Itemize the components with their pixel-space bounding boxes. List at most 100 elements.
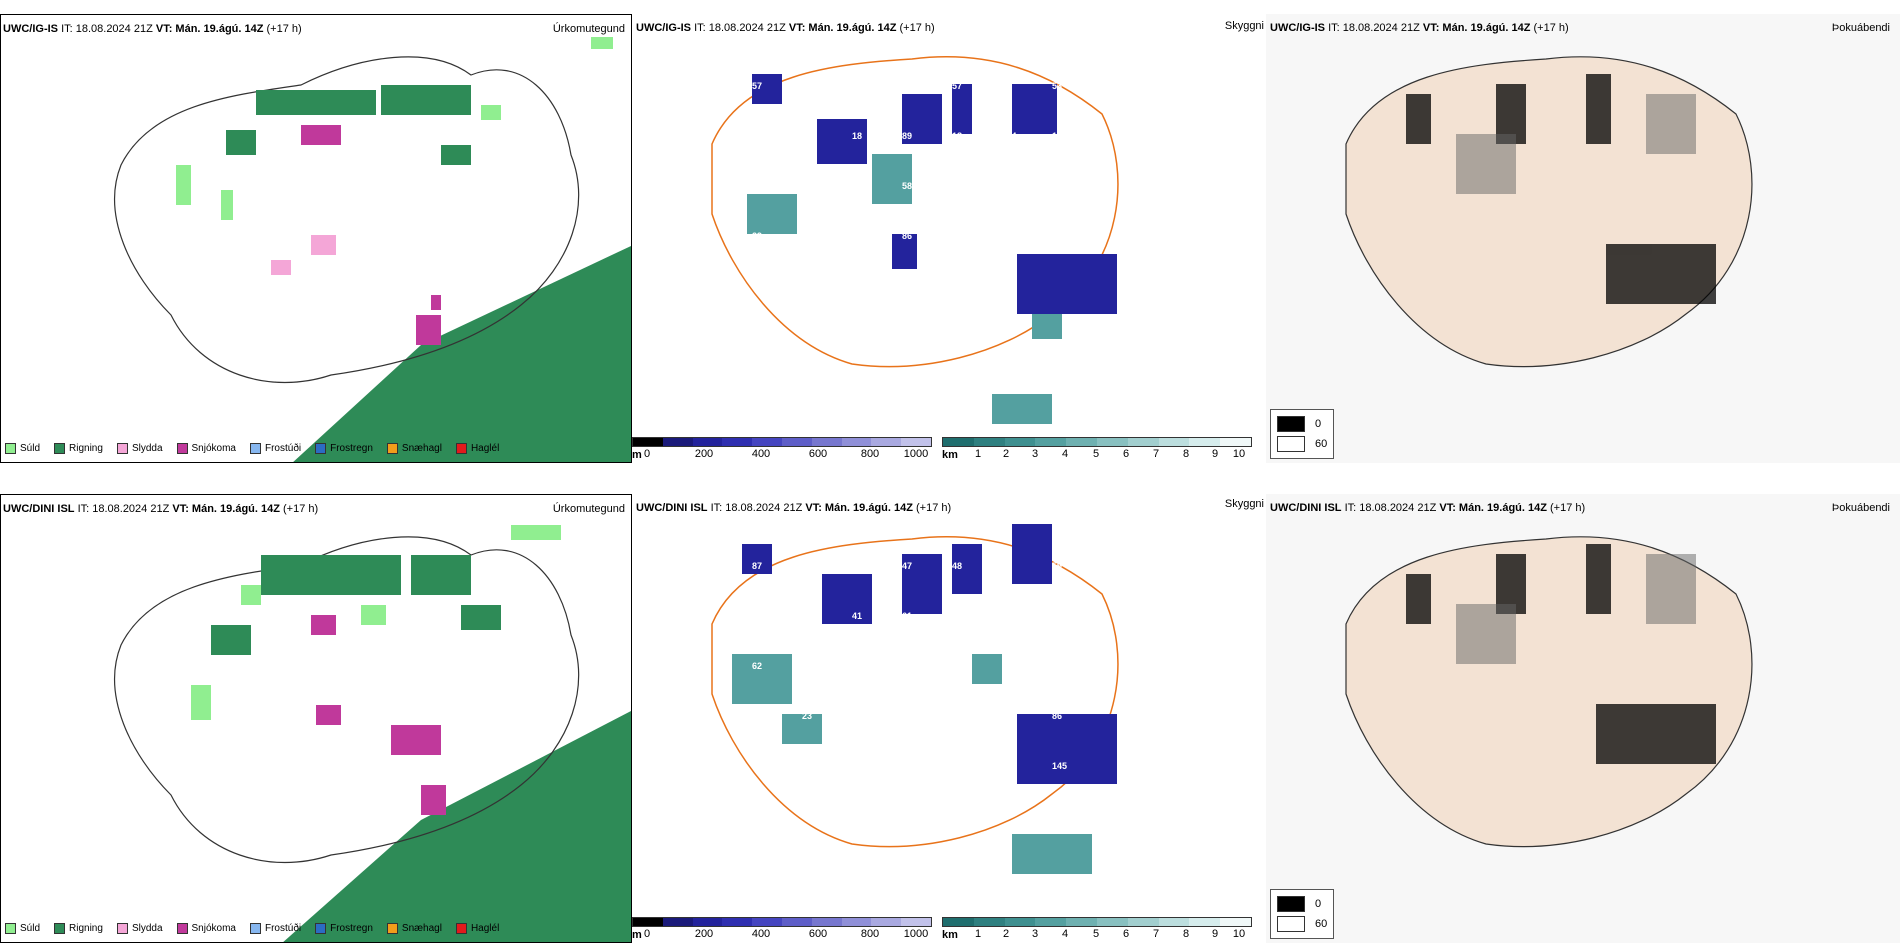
cloud-base-label: 152 [1052,131,1067,141]
fog-map-row1 [1266,14,1900,463]
cloud-base-colorbar: 0 200 400 600 800 1000 [632,437,932,461]
cloud-base-label: 109 [752,611,767,621]
cloud-base-label: 64 [1002,561,1012,571]
visibility-colorbar: 1 2 3 4 5 6 7 8 9 10 [942,437,1252,461]
cloud-base-label: 47 [902,711,912,721]
cloud-base-label: 62 [802,181,812,191]
precip-legend: Súld Rigning Slydda Snjókoma Frostúði Fr… [5,923,499,934]
cloud-base-label: 58 [902,181,912,191]
cloud-base-label: 101 [1002,661,1017,671]
cloud-base-label: 86 [902,231,912,241]
cloud-base-label: 97 [1052,231,1062,241]
panel-header: UWC/IG-IS IT: 18.08.2024 21Z VT: Mán. 19… [636,22,935,34]
cloud-base-label: 60 [802,81,812,91]
panel-header: UWC/IG-IS IT: 18.08.2024 21Z VT: Mán. 19… [3,23,302,35]
cloud-base-label: 76 [1052,181,1062,191]
cloud-panel-row2: 87 98 38 47 48 64 59 109 51 41 61 48 67 65 62 54 17 123 15… [632,494,1266,943]
cloud-base-label: 61 [902,611,912,621]
cloud-base-label: 67 [802,131,812,141]
cloud-base-label: 51 [802,611,812,621]
cloud-base-label: 47 [902,561,912,571]
cloud-base-label: 94 [1002,761,1012,771]
precip-map-row1 [114,37,631,462]
cloud-base-label: 75 [752,181,762,191]
fog-legend: 0 60 [1270,889,1335,939]
cloud-map-row1: 57 60 57 56 57 59 53 59 67 18 89 18 114 152 75 62 203 58 5… [711,56,1119,424]
fog-panel-row2: UWC/DINI ISL IT: 18.08.2024 21Z VT: Mán.… [1266,494,1900,943]
panel-title: Skyggni [1224,20,1264,32]
precip-legend: Súld Rigning Slydda Snjókoma Frostúði Fr… [5,443,499,454]
cloud-base-label: 41 [852,611,862,621]
cloud-base-label: 57 [752,81,762,91]
precip-panel-row2: UWC/DINI ISL IT: 18.08.2024 21Z VT: Mán.… [0,494,632,943]
cloud-map-row2: 87 98 38 47 48 64 59 109 51 41 61 48 67 65 62 54 17 123 15… [711,524,1119,874]
cloud-base-label: 181 [902,761,917,771]
cloud-panel-row1: 57 60 57 56 57 59 53 59 67 18 89 18 114 152 75 62 203 58 5… [632,14,1266,463]
cloud-base-label: 203 [852,181,867,191]
cloud-base-label: 154 [952,661,967,671]
panel-header: UWC/DINI ISL IT: 18.08.2024 21Z VT: Mán.… [1270,502,1586,514]
cloud-base-label: 59 [752,131,762,141]
panel-header: UWC/DINI ISL IT: 18.08.2024 21Z VT: Mán.… [3,503,319,515]
visibility-colorbar: 1 2 3 4 5 6 7 8 9 10 [942,917,1252,941]
cloud-base-label: 23 [802,711,812,721]
visibility-unit: km [942,449,958,461]
cloud-base-label: 144 [802,281,817,291]
visibility-unit: km [942,929,958,941]
precip-map-row2 [114,525,631,942]
cloud-base-label: 59 [1052,561,1062,571]
cloud-base-label: 57 [852,81,862,91]
cloud-base-label: 118 [1052,661,1067,671]
panel-title: Þokuábendi [1831,502,1890,514]
panel-header: UWC/DINI ISL IT: 18.08.2024 21Z VT: Mán.… [636,502,952,514]
cloud-base-label: 29 [752,231,762,241]
cloud-base-unit: m [632,449,642,461]
cloud-base-label: 123 [902,661,917,671]
cloud-base-label: 79 [952,711,962,721]
cloud-base-label: 114 [1002,131,1017,141]
fog-legend: 0 60 [1270,409,1335,459]
panel-title: Úrkomutegund [552,503,625,515]
cloud-base-label: 53 [1052,81,1062,91]
cloud-base-label: 138 [952,231,967,241]
cloud-base-label: 145 [1052,761,1067,771]
panel-title: Úrkomutegund [552,23,625,35]
cloud-base-label: 56 [902,81,912,91]
cloud-base-label: 62 [852,711,862,721]
cloud-base-label: 48 [952,611,962,621]
cloud-base-label: 38 [852,561,862,571]
cloud-base-label: 205 [802,231,817,241]
cloud-base-label: 48 [952,561,962,571]
cloud-base-label: 87 [752,561,762,571]
cloud-base-colorbar: 0 200 400 600 800 1000 [632,917,932,941]
cloud-base-label: 74 [1002,181,1012,191]
cloud-base-label: 89 [852,231,862,241]
fog-panel-row1: UWC/IG-IS IT: 18.08.2024 21Z VT: Mán. 19… [1266,14,1900,463]
cloud-base-label: 57 [952,81,962,91]
cloud-base-label: 65 [1052,611,1062,621]
cloud-base-label: 17 [852,661,862,671]
panel-header: UWC/IG-IS IT: 18.08.2024 21Z VT: Mán. 19… [1270,22,1569,34]
cloud-base-label: 154 [852,281,867,291]
cloud-base-label: 62 [752,661,762,671]
cloud-base-label: 111 [1002,231,1016,241]
cloud-base-label: 59 [1002,81,1012,91]
panel-title: Skyggni [1224,498,1264,510]
cloud-base-label: 84 [752,711,762,721]
cloud-base-label: 118 [802,761,817,771]
fog-map-row2 [1266,494,1900,943]
cloud-base-label: 54 [802,661,812,671]
cloud-base-label: 98 [802,561,812,571]
cloud-base-label: 104 [752,281,767,291]
cloud-base-unit: m [632,929,642,941]
precip-panel-row1: UWC/IG-IS IT: 18.08.2024 21Z VT: Mán. 19… [0,14,632,463]
cloud-base-label: 82 [752,761,762,771]
cloud-base-label: 86 [1052,711,1062,721]
panel-title: Þokuábendi [1831,22,1890,34]
cloud-base-label: 67 [1002,611,1012,621]
cloud-base-label: 164 [952,761,967,771]
cloud-base-label: 8 [1002,711,1007,721]
cloud-base-label: 146 [852,761,867,771]
cloud-base-label: 57 [952,181,962,191]
cloud-base-label: 18 [952,131,962,141]
